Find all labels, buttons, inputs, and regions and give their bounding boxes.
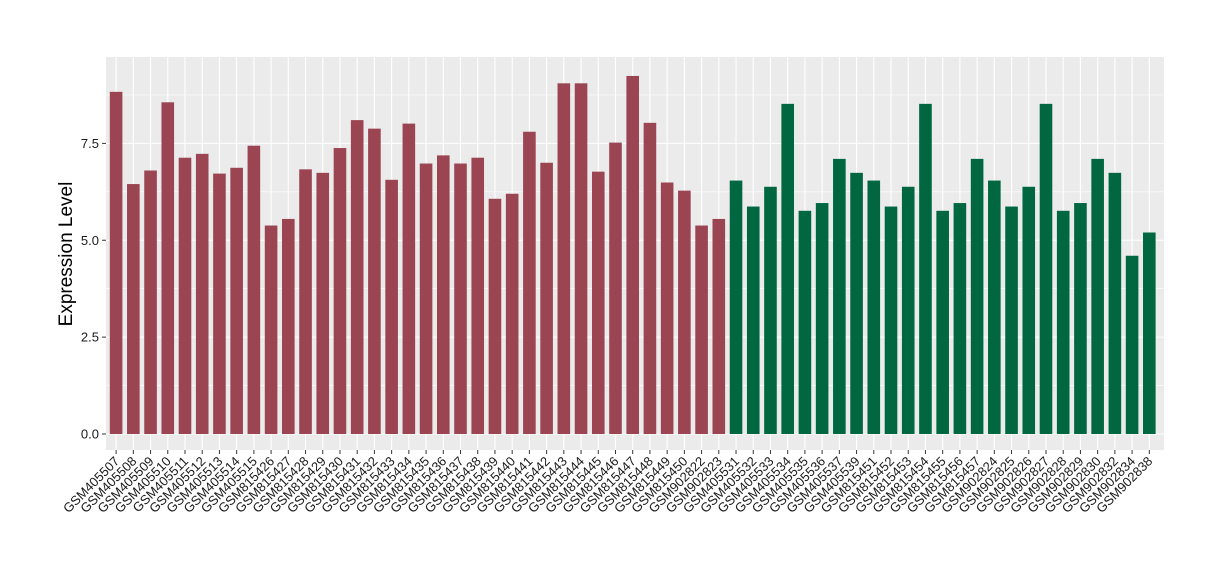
y-axis-title: Expression Level: [56, 182, 77, 327]
bar-GSM815430: [333, 148, 347, 434]
bar-GSM815439: [488, 198, 502, 434]
bar-GSM815457: [970, 158, 984, 434]
bar-GSM405514: [230, 167, 243, 434]
bar-GSM815442: [540, 162, 553, 434]
bar-GSM815432: [368, 128, 381, 434]
bar-GSM815454: [919, 103, 932, 434]
bar-GSM902826: [1022, 186, 1036, 434]
bar-GSM815426: [264, 225, 278, 434]
bar-GSM902838: [1143, 232, 1156, 434]
bar-GSM405536: [815, 203, 829, 434]
bar-GSM902824: [988, 180, 1001, 434]
bar-GSM815450: [678, 190, 691, 434]
bar-GSM815455: [936, 210, 949, 434]
bar-GSM405515: [247, 145, 261, 434]
bar-GSM815438: [471, 157, 485, 434]
bar-GSM405537: [833, 158, 846, 434]
bar-GSM815453: [901, 186, 915, 434]
bar-GSM405509: [144, 170, 157, 434]
y-tick-label: 5.0: [81, 233, 99, 248]
bar-GSM405511: [178, 157, 192, 434]
bar-GSM815444: [574, 83, 588, 434]
bar-GSM405532: [746, 206, 760, 434]
bar-GSM815449: [660, 182, 674, 434]
bar-GSM815437: [454, 163, 467, 434]
bar-GSM405510: [161, 102, 175, 435]
bar-GSM815443: [557, 83, 571, 434]
bar-GSM815446: [609, 142, 622, 434]
bar-GSM405539: [850, 172, 863, 434]
x-axis: GSM405507GSM405508GSM405509GSM405510GSM4…: [60, 450, 1155, 516]
bar-GSM815429: [316, 172, 330, 434]
bar-GSM902829: [1074, 203, 1087, 434]
bar-GSM815434: [402, 123, 416, 435]
bar-GSM902832: [1108, 172, 1122, 434]
y-tick-label: 7.5: [81, 136, 99, 151]
bar-GSM405534: [781, 103, 794, 434]
bar-GSM902822: [695, 225, 708, 434]
y-tick-label: 2.5: [81, 330, 99, 345]
bar-GSM815447: [626, 75, 640, 434]
bar-GSM815428: [299, 169, 312, 434]
bar-GSM815433: [385, 179, 398, 434]
bar-GSM405513: [213, 173, 226, 434]
bar-GSM815456: [953, 203, 967, 434]
bar-GSM902825: [1005, 206, 1018, 434]
bar-GSM815436: [436, 155, 450, 434]
bar-GSM815435: [419, 163, 433, 434]
bar-GSM815427: [282, 218, 295, 434]
bar-GSM405512: [195, 153, 209, 434]
bar-GSM405531: [729, 180, 743, 434]
bar-GSM815440: [505, 193, 519, 434]
bar-GSM815448: [643, 122, 657, 435]
bar-GSM405507: [109, 91, 123, 435]
bar-GSM405535: [798, 210, 812, 434]
bar-GSM902823: [712, 218, 726, 434]
bar-GSM902828: [1056, 210, 1070, 434]
bar-GSM902830: [1091, 158, 1104, 434]
bar-GSM405533: [764, 186, 777, 434]
y-tick-label: 0.0: [81, 427, 99, 442]
bar-GSM902827: [1039, 103, 1053, 434]
bar-GSM815441: [523, 131, 536, 434]
bar-GSM902834: [1125, 255, 1139, 434]
bar-GSM815451: [867, 180, 881, 434]
y-axis: 0.0 2.5 5.0 7.5: [81, 136, 106, 442]
bar-GSM815431: [350, 120, 364, 434]
bar-GSM815452: [884, 206, 898, 434]
bar-GSM815445: [591, 171, 605, 434]
bars: [109, 75, 1156, 435]
bar-GSM405508: [127, 184, 140, 434]
